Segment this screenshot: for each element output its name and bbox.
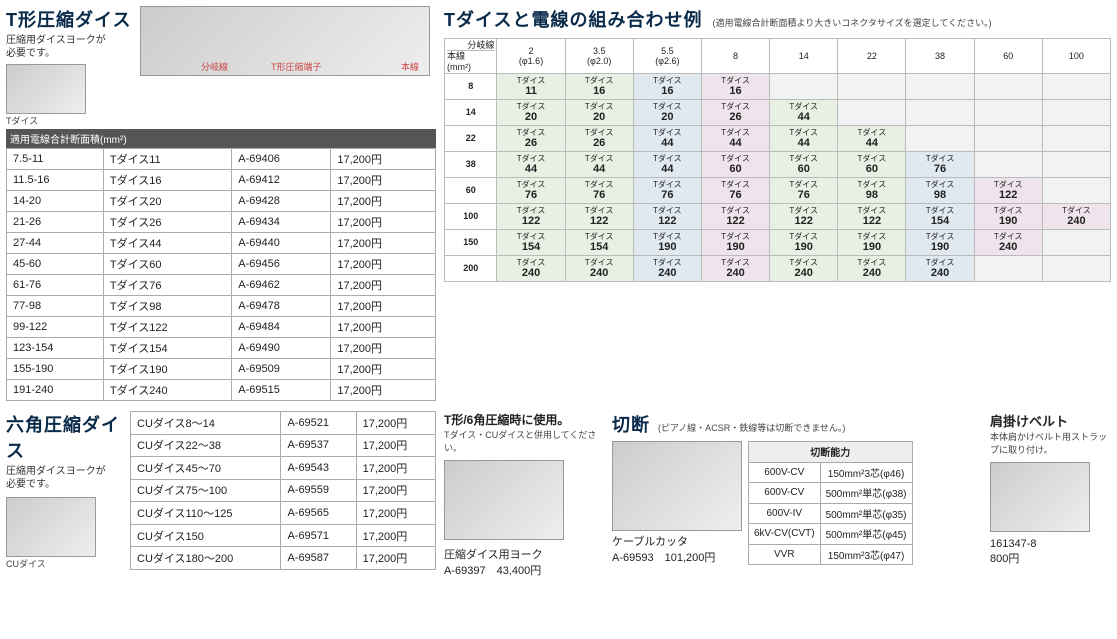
table-row: 123-154Tダイス154A-6949017,200円 bbox=[7, 338, 436, 359]
yoke-name: 圧縮ダイス用ヨーク bbox=[444, 546, 604, 562]
table-row: 600V-IV500mm²単芯(φ35) bbox=[749, 503, 913, 524]
tdie-header: 適用電線合計断面積(mm²) bbox=[6, 129, 436, 148]
tdie-table: 7.5-11Tダイス11A-6940617,200円11.5-16Tダイス16A… bbox=[6, 148, 436, 401]
tdie-image bbox=[6, 64, 86, 114]
combo-title: Tダイスと電線の組み合わせ例 bbox=[444, 6, 702, 32]
combo-table: 分岐線本線(mm²)2(φ1.6)3.5(φ2.0)5.5(φ2.6)81422… bbox=[444, 38, 1111, 282]
table-row: 191-240Tダイス240A-6951517,200円 bbox=[7, 380, 436, 401]
table-row: 11.5-16Tダイス16A-6941217,200円 bbox=[7, 170, 436, 191]
table-row: 21-26Tダイス26A-6943417,200円 bbox=[7, 212, 436, 233]
table-row: 7.5-11Tダイス11A-6940617,200円 bbox=[7, 149, 436, 170]
combo-note: (適用電線合計断面積より大きいコネクタサイズを選定してください。) bbox=[712, 16, 991, 29]
matrix-row: 22Tダイス26Tダイス26Tダイス44Tダイス44Tダイス44Tダイス44 bbox=[445, 126, 1111, 152]
belt-image bbox=[990, 462, 1090, 532]
tdie-imglabel: Tダイス bbox=[6, 114, 136, 127]
tdie-diagram: 分岐線 T形圧縮端子 本線 bbox=[140, 6, 430, 76]
matrix-row: 38Tダイス44Tダイス44Tダイス44Tダイス60Tダイス60Tダイス60Tダ… bbox=[445, 151, 1111, 177]
table-row: 14-20Tダイス20A-6942817,200円 bbox=[7, 191, 436, 212]
matrix-row: 150Tダイス154Tダイス154Tダイス190Tダイス190Tダイス190Tダ… bbox=[445, 229, 1111, 255]
yoke-title: T形/6角圧縮時に使用。 bbox=[444, 411, 604, 428]
tdie-note2: 必要です。 bbox=[6, 47, 136, 60]
cut-title: 切断 bbox=[612, 411, 650, 437]
matrix-row: 100Tダイス122Tダイス122Tダイス122Tダイス122Tダイス122Tダ… bbox=[445, 203, 1111, 229]
hex-image bbox=[6, 497, 96, 557]
table-row: CUダイス180～200A-6958717,200円 bbox=[131, 547, 436, 570]
table-row: CUダイス150A-6957117,200円 bbox=[131, 524, 436, 547]
cut-table: 切断能力600V-CV150mm²3芯(φ46)600V-CV500mm²単芯(… bbox=[748, 441, 913, 565]
table-row: CUダイス45～70A-6954317,200円 bbox=[131, 457, 436, 480]
table-row: 61-76Tダイス76A-6946217,200円 bbox=[7, 275, 436, 296]
hex-title: 六角圧縮ダイス bbox=[6, 411, 126, 463]
table-row: CUダイス22～38A-6953717,200円 bbox=[131, 434, 436, 457]
matrix-row: 14Tダイス20Tダイス20Tダイス20Tダイス26Tダイス44 bbox=[445, 100, 1111, 126]
table-row: CUダイス75～100A-6955917,200円 bbox=[131, 479, 436, 502]
table-row: CUダイス8～14A-6952117,200円 bbox=[131, 412, 436, 435]
cut-name: ケーブルカッタ bbox=[612, 533, 742, 549]
table-row: 99-122Tダイス122A-6948417,200円 bbox=[7, 317, 436, 338]
table-row: 6kV-CV(CVT)500mm²単芯(φ45) bbox=[749, 524, 913, 545]
table-row: 600V-CV150mm²3芯(φ46) bbox=[749, 462, 913, 483]
tdie-title: T形圧縮ダイス bbox=[6, 6, 136, 32]
hex-table: CUダイス8～14A-6952117,200円CUダイス22～38A-69537… bbox=[130, 411, 436, 570]
matrix-row: 60Tダイス76Tダイス76Tダイス76Tダイス76Tダイス76Tダイス98Tダ… bbox=[445, 177, 1111, 203]
table-row: 600V-CV500mm²単芯(φ38) bbox=[749, 483, 913, 504]
table-row: CUダイス110～125A-6956517,200円 bbox=[131, 502, 436, 525]
cut-image bbox=[612, 441, 742, 531]
tdie-note1: 圧縮用ダイスヨークが bbox=[6, 34, 136, 47]
table-row: 155-190Tダイス190A-6950917,200円 bbox=[7, 359, 436, 380]
belt-title: 肩掛けベルト bbox=[990, 411, 1110, 430]
table-row: 45-60Tダイス60A-6945617,200円 bbox=[7, 254, 436, 275]
matrix-row: 8Tダイス11Tダイス16Tダイス16Tダイス16 bbox=[445, 74, 1111, 100]
table-row: VVR150mm²3芯(φ47) bbox=[749, 544, 913, 565]
yoke-image bbox=[444, 460, 564, 540]
table-row: 77-98Tダイス98A-6947817,200円 bbox=[7, 296, 436, 317]
table-row: 27-44Tダイス44A-6944017,200円 bbox=[7, 233, 436, 254]
matrix-row: 200Tダイス240Tダイス240Tダイス240Tダイス240Tダイス240Tダ… bbox=[445, 255, 1111, 281]
